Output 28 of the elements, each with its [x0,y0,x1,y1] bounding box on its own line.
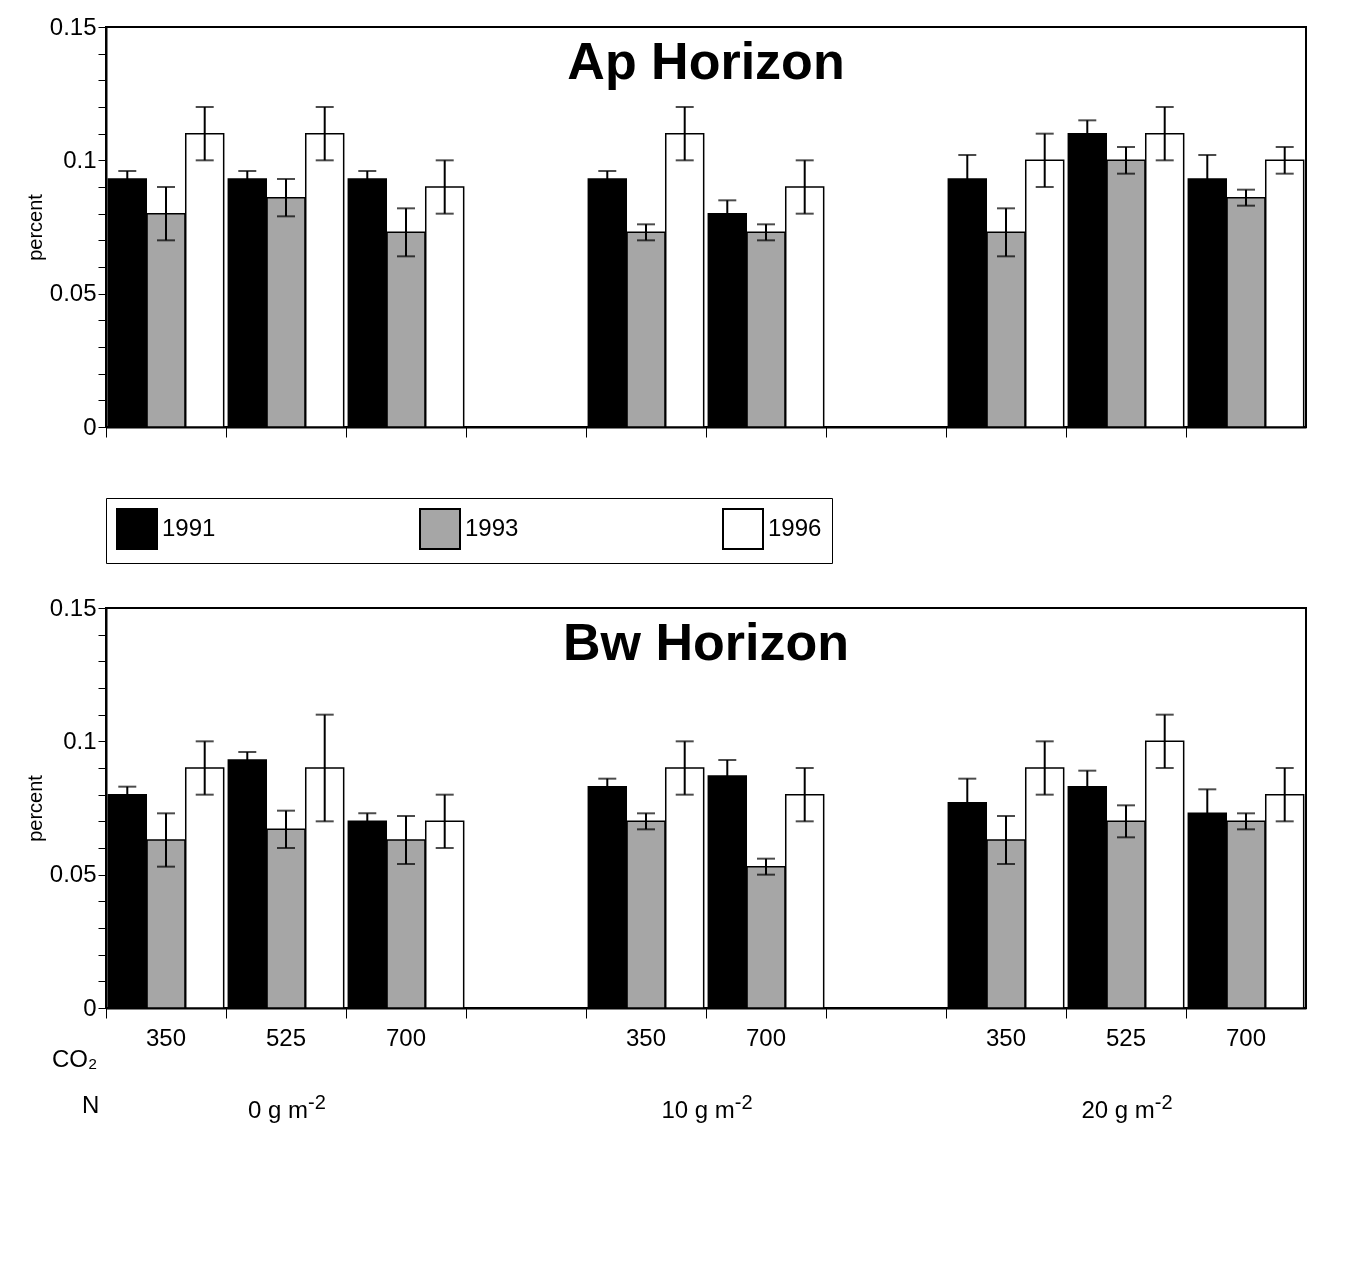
legend-label: 1996 [768,514,822,541]
y-tick-label: 0.1 [63,726,97,754]
text: 20 g m$^{-2}$ [1081,1091,1173,1124]
y-axis-title: percent [23,193,46,261]
text: N [82,1091,100,1119]
y-tick-label: 0.15 [49,593,97,621]
text: 0 g m$^{-2}$ [248,1091,326,1124]
x-tick-label: 350 [625,1023,667,1051]
x-tick-label: 700 [385,1023,427,1051]
y-tick-label: 0.05 [49,279,97,307]
text: 10 g m$^{-2}$ [661,1091,753,1124]
x-tick-label: 525 [1105,1023,1147,1051]
legend-label: 1993 [465,514,519,541]
legend-label: 1991 [162,514,216,541]
x-tick-label: 350 [145,1023,187,1051]
x-tick-label: 700 [1225,1023,1267,1051]
x-tick-label: 700 [745,1023,787,1051]
y-axis-title: percent [23,774,46,842]
chart-title: Ap Horizon [567,32,845,90]
y-tick-label: 0 [83,993,97,1021]
x-tick-label: 350 [985,1023,1027,1051]
y-tick-label: 0.1 [63,145,97,173]
y-tick-label: 0.05 [49,860,97,888]
chart-title: Bw Horizon [563,613,849,671]
y-tick-label: 0.15 [49,12,97,40]
x-tick-label: 525 [265,1023,307,1051]
text: CO₂ [52,1045,98,1073]
y-tick-label: 0 [83,412,97,440]
